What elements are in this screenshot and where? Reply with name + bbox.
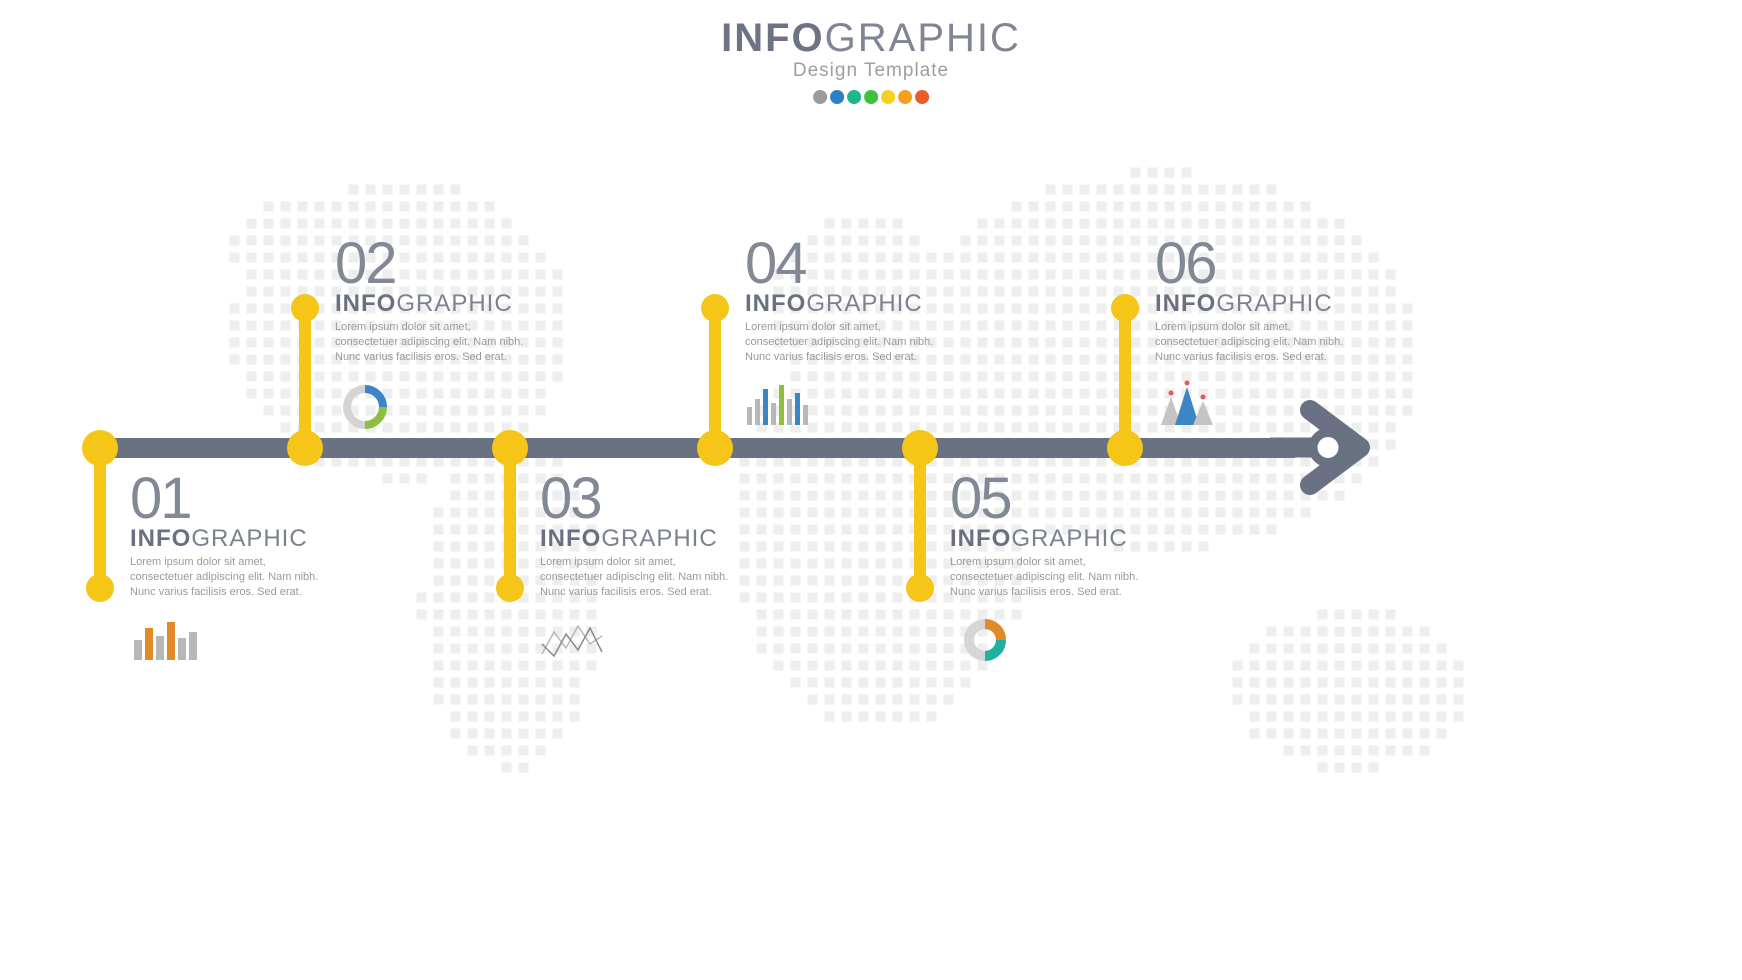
step-mini-chart-icon	[745, 379, 815, 429]
step-description: Lorem ipsum dolor sit amet, consectetuer…	[335, 320, 525, 365]
step-number: 06	[1155, 238, 1385, 290]
step-number: 01	[130, 473, 360, 525]
timeline-end-marker	[496, 574, 524, 602]
step-number: 02	[335, 238, 565, 290]
timeline-step: 02 INFOGRAPHIC Lorem ipsum dolor sit ame…	[335, 238, 565, 429]
step-title: INFOGRAPHIC	[540, 527, 770, 551]
step-title: INFOGRAPHIC	[130, 527, 360, 551]
timeline-stem	[709, 308, 721, 448]
timeline-end-marker	[906, 574, 934, 602]
timeline-end-marker	[291, 294, 319, 322]
timeline-stem	[299, 308, 311, 448]
timeline-step: 01 INFOGRAPHIC Lorem ipsum dolor sit ame…	[130, 473, 360, 664]
step-number: 03	[540, 473, 770, 525]
step-description: Lorem ipsum dolor sit amet, consectetuer…	[540, 555, 730, 600]
step-number: 04	[745, 238, 975, 290]
timeline-stem	[1119, 308, 1131, 448]
step-mini-chart-icon	[950, 614, 1020, 664]
timeline-stem	[94, 448, 106, 588]
timeline-stem	[504, 448, 516, 588]
timeline-end-marker	[701, 294, 729, 322]
step-description: Lorem ipsum dolor sit amet, consectetuer…	[1155, 320, 1345, 365]
timeline-step: 04 INFOGRAPHIC Lorem ipsum dolor sit ame…	[745, 238, 975, 429]
step-title: INFOGRAPHIC	[745, 292, 975, 316]
step-description: Lorem ipsum dolor sit amet, consectetuer…	[950, 555, 1140, 600]
timeline: 01 INFOGRAPHIC Lorem ipsum dolor sit ame…	[0, 0, 1742, 980]
step-mini-chart-icon	[540, 614, 610, 664]
step-title: INFOGRAPHIC	[335, 292, 565, 316]
timeline-end-marker	[86, 574, 114, 602]
timeline-end-marker	[1111, 294, 1139, 322]
timeline-step: 05 INFOGRAPHIC Lorem ipsum dolor sit ame…	[950, 473, 1180, 664]
step-mini-chart-icon	[335, 379, 405, 429]
timeline-step: 06 INFOGRAPHIC Lorem ipsum dolor sit ame…	[1155, 238, 1385, 429]
step-description: Lorem ipsum dolor sit amet, consectetuer…	[130, 555, 320, 600]
step-title: INFOGRAPHIC	[1155, 292, 1385, 316]
step-mini-chart-icon	[130, 614, 200, 664]
step-number: 05	[950, 473, 1180, 525]
step-description: Lorem ipsum dolor sit amet, consectetuer…	[745, 320, 935, 365]
timeline-stem	[914, 448, 926, 588]
timeline-step: 03 INFOGRAPHIC Lorem ipsum dolor sit ame…	[540, 473, 770, 664]
step-mini-chart-icon	[1155, 379, 1225, 429]
step-title: INFOGRAPHIC	[950, 527, 1180, 551]
